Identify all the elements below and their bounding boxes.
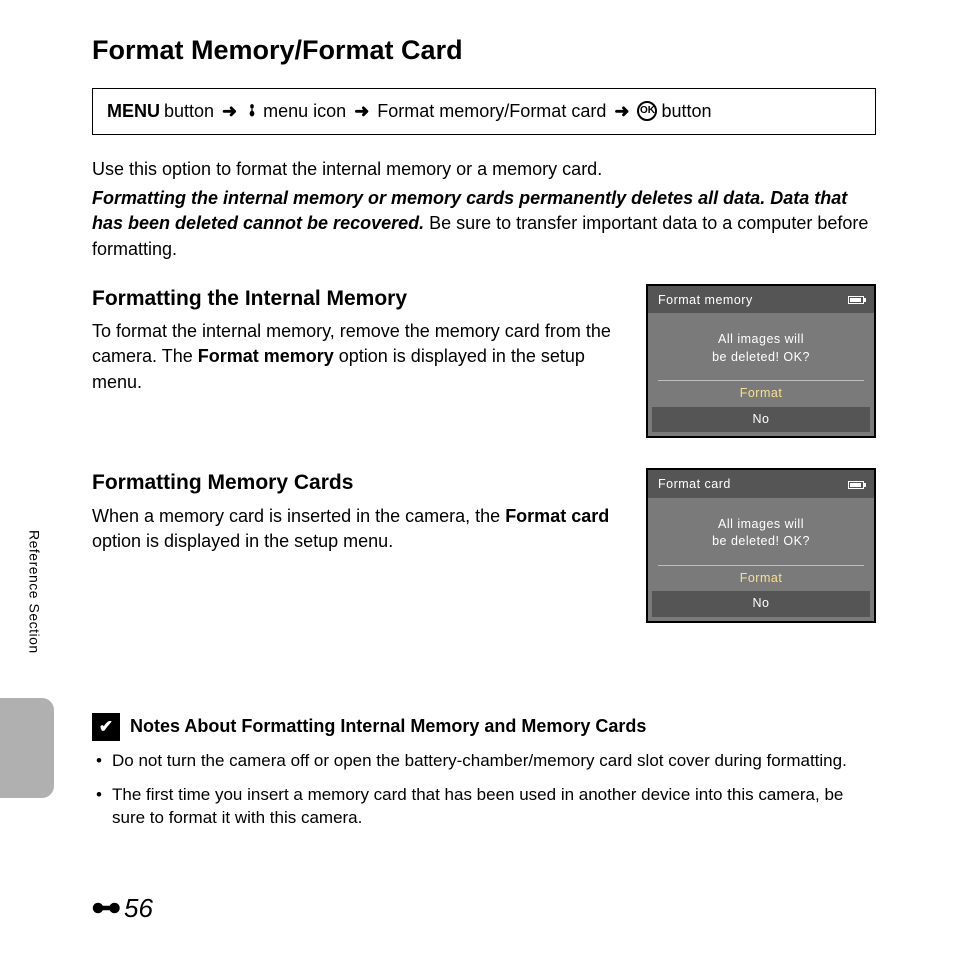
menu-button-label: MENU <box>107 99 160 124</box>
arrow-icon: ➜ <box>354 99 369 124</box>
screen-title-bar: Format card <box>648 470 874 498</box>
notes-list: Do not turn the camera off or open the b… <box>92 749 876 830</box>
section-memory-cards: Formatting Memory Cards When a memory ca… <box>92 468 876 623</box>
side-tab-label: Reference Section <box>24 530 44 654</box>
screen-option-no: No <box>652 407 870 433</box>
screen-message: All images will be deleted! OK? <box>648 313 874 380</box>
nav-text: Format memory/Format card <box>377 99 606 124</box>
section-internal-memory: Formatting the Internal Memory To format… <box>92 284 876 439</box>
screen-option-format: Format <box>648 566 874 592</box>
nav-text: menu icon <box>263 99 346 124</box>
side-tab-bar <box>0 698 54 798</box>
nav-text: button <box>164 99 214 124</box>
section-body: When a memory card is inserted in the ca… <box>92 504 626 554</box>
text-bold: Format card <box>505 506 609 526</box>
navigation-path-box: MENU button ➜ menu icon ➜ Format memory/… <box>92 88 876 135</box>
page-content: Format Memory/Format Card MENU button ➜ … <box>0 0 954 880</box>
notes-item: The first time you insert a memory card … <box>96 783 876 831</box>
screen-line: All images will <box>658 516 864 534</box>
ok-button-icon: OK <box>637 101 657 121</box>
camera-screen-format-memory: Format memory All images will be deleted… <box>646 284 876 439</box>
page-number-value: 56 <box>124 890 153 926</box>
screen-title-bar: Format memory <box>648 286 874 314</box>
text: When a memory card is inserted in the ca… <box>92 506 505 526</box>
page-title: Format Memory/Format Card <box>92 32 876 70</box>
screen-line: be deleted! OK? <box>658 349 864 367</box>
screen-title: Format card <box>658 476 731 494</box>
page-number: 56 <box>92 890 153 926</box>
screen-option-format: Format <box>648 381 874 407</box>
wrench-icon <box>245 99 259 124</box>
screen-title: Format memory <box>658 292 753 310</box>
warning-paragraph: Formatting the internal memory or memory… <box>92 186 876 262</box>
page-link-icon <box>92 890 122 926</box>
screen-line: All images will <box>658 331 864 349</box>
battery-icon <box>848 481 864 489</box>
section-body: To format the internal memory, remove th… <box>92 319 626 395</box>
section-heading: Formatting Memory Cards <box>92 468 626 497</box>
arrow-icon: ➜ <box>222 99 237 124</box>
check-badge-icon: ✔ <box>92 713 120 741</box>
screen-line: be deleted! OK? <box>658 533 864 551</box>
battery-icon <box>848 296 864 304</box>
camera-screen-format-card: Format card All images will be deleted! … <box>646 468 876 623</box>
notes-block: ✔ Notes About Formatting Internal Memory… <box>92 713 876 830</box>
nav-text: button <box>661 99 711 124</box>
screen-option-no: No <box>652 591 870 617</box>
intro-text: Use this option to format the internal m… <box>92 157 876 182</box>
section-heading: Formatting the Internal Memory <box>92 284 626 313</box>
text-bold: Format memory <box>198 346 334 366</box>
notes-header: ✔ Notes About Formatting Internal Memory… <box>92 713 876 741</box>
notes-title: Notes About Formatting Internal Memory a… <box>130 714 646 739</box>
text: option is displayed in the setup menu. <box>92 531 393 551</box>
notes-item: Do not turn the camera off or open the b… <box>96 749 876 773</box>
arrow-icon: ➜ <box>614 99 629 124</box>
screen-message: All images will be deleted! OK? <box>648 498 874 565</box>
